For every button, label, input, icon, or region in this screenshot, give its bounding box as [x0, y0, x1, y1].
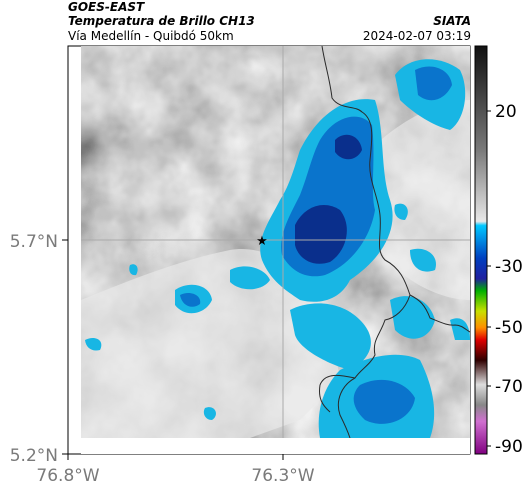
- satellite-title: GOES-EAST: [68, 0, 145, 14]
- ytick-label: 5.2°N: [10, 446, 58, 466]
- source-label: SIATA: [433, 14, 471, 28]
- satellite-image: ★: [81, 46, 470, 438]
- border-line: [321, 46, 411, 438]
- xtick-label: 76.3°W: [251, 466, 314, 486]
- colorbar-label: -30: [495, 257, 523, 277]
- colorbar-label: 20: [495, 102, 517, 122]
- colorbar-label: -90: [495, 437, 523, 457]
- location-star-icon: ★: [256, 234, 268, 249]
- product-title: Temperatura de Brillo CH13: [68, 14, 255, 28]
- border-line-south: [319, 374, 356, 413]
- colorbar: [474, 45, 488, 455]
- map-bottom-band: [81, 438, 470, 454]
- clear-area-south: [81, 249, 340, 438]
- cold-cloud-core: [295, 134, 362, 264]
- datetime-label: 2024-02-07 03:19: [362, 29, 471, 43]
- clear-area-east: [370, 100, 470, 300]
- region-label: Vía Medellín - Quibdó 50km: [68, 29, 234, 43]
- xtick-label: 76.8°W: [36, 466, 99, 486]
- colorbar-label: -50: [495, 318, 523, 338]
- ytick-label: 5.7°N: [10, 232, 58, 252]
- border-line-east: [409, 294, 470, 333]
- colorbar-label: -70: [495, 377, 523, 397]
